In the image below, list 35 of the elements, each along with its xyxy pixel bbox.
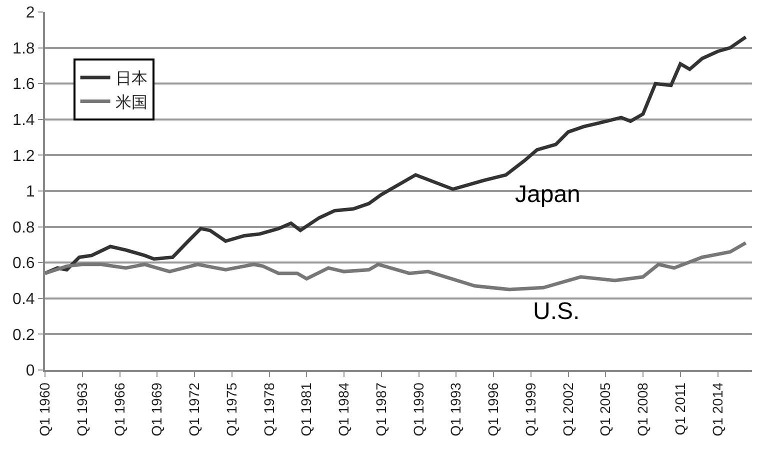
x-tick-label: Q1 1981 [298, 382, 314, 436]
legend-label: 日本 [115, 70, 148, 88]
y-tick-label: 0.2 [12, 326, 35, 344]
x-tick-label: Q1 1975 [223, 382, 240, 436]
y-tick-label: 2 [26, 4, 35, 22]
x-tick-label: Q1 2011 [672, 382, 688, 436]
legend-label: 米国 [115, 93, 148, 112]
x-tick-label: Q1 1969 [148, 382, 165, 436]
x-tick-label: Q1 2014 [709, 382, 726, 436]
y-tick-label: 1.6 [12, 76, 35, 94]
x-tick-label: Q1 1984 [336, 382, 352, 436]
y-tick-label: 0.8 [12, 219, 35, 236]
x-tick-label: Q1 1987 [372, 382, 389, 436]
y-tick-label: 1.4 [12, 112, 35, 129]
x-tick-label: Q1 1996 [485, 382, 502, 436]
x-tick-label: Q1 1990 [410, 382, 426, 436]
annotation: U.S. [533, 298, 580, 325]
y-tick-label: 0.4 [12, 291, 35, 308]
y-tick-label: 1 [26, 184, 35, 201]
x-tick-label: Q1 1978 [260, 382, 277, 436]
y-tick-label: 1.8 [12, 40, 35, 58]
x-tick-label: Q1 2005 [597, 382, 614, 436]
y-tick-label: 1.2 [12, 148, 35, 165]
y-tick-label: 0 [26, 362, 35, 380]
x-tick-label: Q1 1999 [522, 382, 538, 436]
x-tick-label: Q1 1966 [111, 382, 128, 436]
x-tick-label: Q1 2008 [634, 382, 651, 436]
line-series [45, 241, 748, 292]
annotation: Japan [515, 181, 580, 208]
x-tick-label: Q1 1993 [448, 382, 464, 436]
x-tick-label: Q1 1963 [74, 382, 90, 436]
y-tick-label: 0.6 [12, 255, 35, 272]
x-tick-label: Q1 1960 [36, 382, 53, 436]
x-tick-label: Q1 2002 [560, 382, 576, 436]
x-tick-label: Q1 1972 [186, 382, 202, 436]
